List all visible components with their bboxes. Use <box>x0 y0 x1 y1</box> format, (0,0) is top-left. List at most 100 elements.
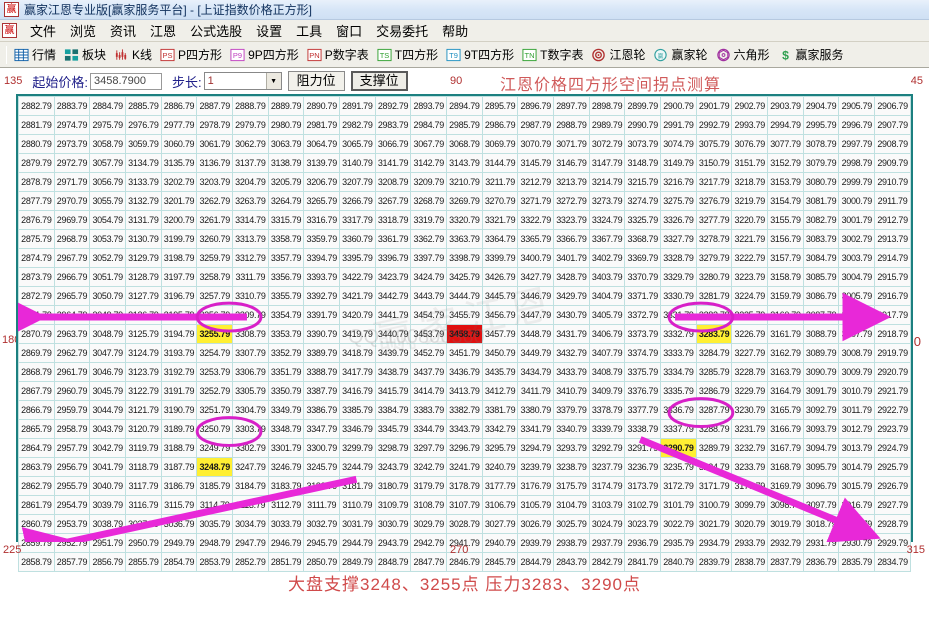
gann-cell[interactable]: 3311.79 <box>232 267 269 287</box>
gann-cell[interactable]: 3389.79 <box>303 343 341 363</box>
gann-cell[interactable]: 3214.79 <box>588 172 626 192</box>
gann-cell[interactable]: 2983.79 <box>374 115 412 135</box>
gann-cell[interactable]: 2895.79 <box>481 96 519 116</box>
gann-cell[interactable]: 2848.79 <box>374 552 412 572</box>
gann-cell[interactable]: 2850.79 <box>303 552 341 572</box>
gann-cell[interactable]: 3113.79 <box>232 495 269 515</box>
gann-cell[interactable]: 3049.79 <box>89 305 127 325</box>
gann-cell[interactable]: 2860.79 <box>18 514 55 534</box>
gann-cell[interactable]: 3386.79 <box>303 400 341 420</box>
gann-cell[interactable]: 3295.79 <box>481 438 519 458</box>
gann-cell[interactable]: 3038.79 <box>89 514 127 534</box>
gann-cell[interactable]: 3150.79 <box>695 153 733 173</box>
gann-cell[interactable]: 3112.79 <box>267 495 305 515</box>
gann-cell[interactable]: 2992.79 <box>695 115 733 135</box>
gann-cell[interactable]: 3163.79 <box>767 362 804 382</box>
gann-cell[interactable]: 3158.79 <box>767 267 804 287</box>
toolbar-button-quotes[interactable]: 行情 <box>10 45 60 64</box>
gann-cell[interactable]: 3442.79 <box>374 286 412 306</box>
gann-cell[interactable]: 2840.79 <box>660 552 697 572</box>
gann-cell[interactable]: 3237.79 <box>588 457 626 477</box>
gann-cell[interactable]: 3111.79 <box>303 495 341 515</box>
gann-cell[interactable]: 3458.79 <box>446 324 483 344</box>
gann-cell[interactable]: 3027.79 <box>481 514 519 534</box>
gann-cell[interactable]: 3392.79 <box>303 286 341 306</box>
gann-cell[interactable]: 3206.79 <box>303 172 341 192</box>
gann-cell[interactable]: 3407.79 <box>588 343 626 363</box>
gann-cell[interactable]: 3289.79 <box>695 438 733 458</box>
gann-cell[interactable]: 3102.79 <box>624 495 662 515</box>
gann-cell[interactable]: 3036.79 <box>160 514 198 534</box>
gann-cell[interactable]: 3106.79 <box>481 495 519 515</box>
gann-cell[interactable]: 3307.79 <box>232 343 269 363</box>
gann-cell[interactable]: 3012.79 <box>838 419 876 439</box>
gann-cell[interactable]: 3305.79 <box>232 381 269 401</box>
gann-cell[interactable]: 3067.79 <box>410 134 448 154</box>
gann-cell[interactable]: 3179.79 <box>410 476 448 496</box>
gann-cell[interactable]: 3332.79 <box>660 324 697 344</box>
gann-cell[interactable]: 3448.79 <box>517 324 555 344</box>
gann-cell[interactable]: 3174.79 <box>588 476 626 496</box>
gann-cell[interactable]: 3416.79 <box>339 381 376 401</box>
gann-cell[interactable]: 3058.79 <box>89 134 127 154</box>
gann-cell[interactable]: 3201.79 <box>160 191 198 211</box>
gann-cell[interactable]: 3004.79 <box>838 267 876 287</box>
gann-cell[interactable]: 3234.79 <box>695 457 733 477</box>
gann-cell[interactable]: 3026.79 <box>517 514 555 534</box>
gann-cell[interactable]: 3145.79 <box>517 153 555 173</box>
gann-cell[interactable]: 3075.79 <box>695 134 733 154</box>
gann-cell[interactable]: 3178.79 <box>446 476 483 496</box>
gann-cell[interactable]: 2837.79 <box>767 552 804 572</box>
gann-cell[interactable]: 3268.79 <box>410 191 448 211</box>
gann-cell[interactable]: 2921.79 <box>874 381 911 401</box>
gann-cell[interactable]: 3301.79 <box>267 438 305 458</box>
gann-cell[interactable]: 3257.79 <box>196 286 234 306</box>
gann-cell[interactable]: 3001.79 <box>838 210 876 230</box>
gann-cell[interactable]: 3249.79 <box>196 438 234 458</box>
gann-cell[interactable]: 3334.79 <box>660 362 697 382</box>
gann-cell[interactable]: 3052.79 <box>89 248 127 268</box>
toolbar-button-kline[interactable]: K线 <box>110 45 156 64</box>
gann-cell[interactable]: 3355.79 <box>267 286 305 306</box>
menu-item-news[interactable]: 资讯 <box>110 24 137 39</box>
gann-cell[interactable]: 3453.79 <box>410 324 448 344</box>
gann-cell[interactable]: 3219.79 <box>731 191 769 211</box>
gann-cell[interactable]: 3078.79 <box>802 134 840 154</box>
gann-cell[interactable]: 3191.79 <box>160 381 198 401</box>
gann-cell[interactable]: 3415.79 <box>374 381 412 401</box>
gann-cell[interactable]: 3353.79 <box>267 324 305 344</box>
toolbar-button-t-square[interactable]: TS T四方形 <box>373 45 442 64</box>
gann-cell[interactable]: 3152.79 <box>767 153 804 173</box>
gann-cell[interactable]: 3269.79 <box>446 191 483 211</box>
gann-cell[interactable]: 3211.79 <box>481 172 519 192</box>
gann-cell[interactable]: 3190.79 <box>160 400 198 420</box>
gann-cell[interactable]: 3333.79 <box>660 343 697 363</box>
gann-cell[interactable]: 3127.79 <box>125 286 162 306</box>
gann-cell[interactable]: 3352.79 <box>267 343 305 363</box>
gann-cell[interactable]: 3013.79 <box>838 438 876 458</box>
gann-cell[interactable]: 2971.79 <box>53 172 91 192</box>
gann-cell[interactable]: 2888.79 <box>232 96 269 116</box>
gann-cell[interactable]: 3242.79 <box>410 457 448 477</box>
gann-cell[interactable]: 2977.79 <box>160 115 198 135</box>
menu-item-settings[interactable]: 设置 <box>256 24 283 39</box>
gann-cell[interactable]: 3447.79 <box>517 305 555 325</box>
gann-cell[interactable]: 3220.79 <box>731 210 769 230</box>
gann-cell[interactable]: 3420.79 <box>339 305 376 325</box>
gann-cell[interactable]: 2927.79 <box>874 495 911 515</box>
gann-cell[interactable]: 3093.79 <box>802 419 840 439</box>
gann-cell[interactable]: 2842.79 <box>588 552 626 572</box>
gann-cell[interactable]: 3338.79 <box>624 419 662 439</box>
gann-cell[interactable]: 3062.79 <box>232 134 269 154</box>
gann-cell[interactable]: 3282.79 <box>695 305 733 325</box>
gann-cell[interactable]: 3245.79 <box>303 457 341 477</box>
gann-cell[interactable]: 3375.79 <box>624 362 662 382</box>
gann-cell[interactable]: 2941.79 <box>446 533 483 553</box>
gann-cell[interactable]: 3284.79 <box>695 343 733 363</box>
gann-cell[interactable]: 3018.79 <box>802 514 840 534</box>
gann-cell[interactable]: 3328.79 <box>660 248 697 268</box>
gann-cell[interactable]: 3166.79 <box>767 419 804 439</box>
gann-cell[interactable]: 3430.79 <box>553 305 590 325</box>
gann-cell[interactable]: 2942.79 <box>410 533 448 553</box>
gann-cell[interactable]: 2968.79 <box>53 229 91 249</box>
